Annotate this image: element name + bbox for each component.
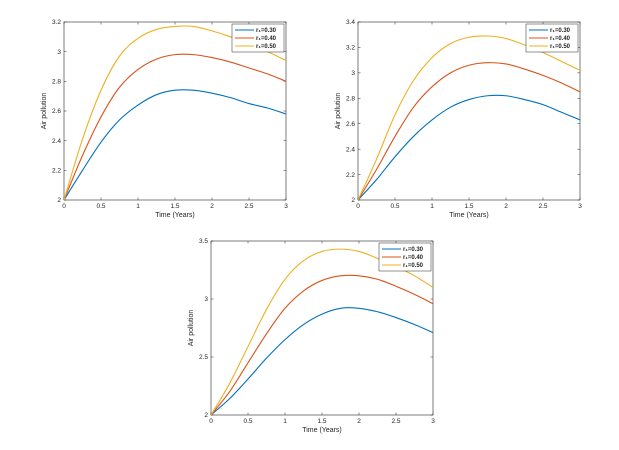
y-tick-label: 3.2 bbox=[52, 19, 61, 26]
x-tick-label: 1.5 bbox=[464, 203, 473, 210]
y-axis-label: Air pollution bbox=[335, 93, 342, 130]
x-tick-label: 0 bbox=[209, 418, 213, 425]
series-line-2 bbox=[358, 62, 580, 200]
x-tick-label: 0.5 bbox=[96, 203, 105, 210]
x-tick-label: 2.5 bbox=[244, 203, 253, 210]
legend-entry-label: r₁=0.40 bbox=[403, 255, 424, 261]
x-axis-label: Time (Years) bbox=[449, 212, 489, 219]
legend-entry-label: r₁=0.50 bbox=[256, 44, 277, 50]
x-tick-label: 2.5 bbox=[538, 203, 547, 210]
y-tick-label: 2.5 bbox=[199, 354, 208, 361]
x-tick-label: 1.5 bbox=[317, 418, 326, 425]
series-group bbox=[358, 35, 580, 200]
legend-box bbox=[525, 23, 579, 53]
x-tick-label: 1 bbox=[136, 203, 140, 210]
x-tick-label: 1.5 bbox=[170, 203, 179, 210]
legend-entry-label: r₁=0.50 bbox=[403, 263, 424, 269]
legend: r₁=0.30 r₁=0.40 r₁=0.50 bbox=[378, 242, 432, 272]
y-tick-label: 3 bbox=[57, 49, 61, 56]
series-line-2 bbox=[211, 274, 433, 415]
x-tick-label: 2 bbox=[210, 203, 214, 210]
legend: r₁=0.30 r₁=0.40 r₁=0.50 bbox=[231, 23, 285, 53]
legend-entry-label: r₁=0.50 bbox=[550, 44, 571, 50]
y-tick-label: 3 bbox=[351, 70, 355, 77]
legend-entry-label: r₁=0.40 bbox=[550, 36, 571, 42]
x-tick-label: 1 bbox=[283, 418, 287, 425]
legend: r₁=0.30 r₁=0.40 r₁=0.50 bbox=[525, 23, 579, 53]
legend-entry-label: r₁=0.40 bbox=[256, 36, 277, 42]
series-line-1 bbox=[358, 94, 580, 200]
series-line-1 bbox=[211, 307, 433, 415]
y-axis-label: Air pollution bbox=[188, 310, 195, 347]
x-tick-label: 0 bbox=[356, 203, 360, 210]
legend-entry-label: r₁=0.30 bbox=[256, 28, 277, 34]
y-tick-label: 2 bbox=[351, 197, 355, 204]
x-tick-label: 3 bbox=[578, 203, 582, 210]
legend-box bbox=[231, 23, 285, 53]
y-tick-label: 2.4 bbox=[346, 146, 355, 153]
x-axis-label: Time (Years) bbox=[302, 427, 342, 434]
legend-entry-label: r₁=0.30 bbox=[403, 247, 424, 253]
x-tick-label: 3 bbox=[431, 418, 435, 425]
x-tick-label: 2 bbox=[504, 203, 508, 210]
x-tick-label: 2 bbox=[357, 418, 361, 425]
x-tick-label: 0.5 bbox=[243, 418, 252, 425]
series-line-2 bbox=[64, 53, 286, 200]
series-line-3 bbox=[358, 35, 580, 200]
chart-panel-2: 0 0.5 1 1.5 2 2.5 3 2 2.2 2.4 2.6 2.8 3 3.2 3.4 Time (Y… bbox=[335, 19, 582, 219]
y-tick-label: 3 bbox=[204, 296, 208, 303]
y-tick-label: 2.6 bbox=[346, 121, 355, 128]
y-tick-label: 2 bbox=[57, 197, 61, 204]
x-tick-label: 3 bbox=[284, 203, 288, 210]
y-tick-label: 2 bbox=[204, 412, 208, 419]
chart-panel-3: 0 0.5 1 1.5 2 2.5 3 2 2.5 3 3.5 Time (Years) Air pol… bbox=[188, 238, 435, 434]
y-tick-label: 2.8 bbox=[346, 95, 355, 102]
x-tick-label: 0.5 bbox=[390, 203, 399, 210]
y-tick-label: 2.2 bbox=[52, 168, 61, 175]
series-line-1 bbox=[64, 89, 286, 200]
x-tick-label: 1 bbox=[430, 203, 434, 210]
x-tick-label: 0 bbox=[62, 203, 66, 210]
legend-entry-label: r₁=0.30 bbox=[550, 28, 571, 34]
chart-panel-1: 0 0.5 1 1.5 2 2.5 3 2 2.2 2.4 2.6 2.8 3 3.2 Time (Year… bbox=[41, 19, 288, 219]
y-tick-label: 2.4 bbox=[52, 138, 61, 145]
x-tick-label: 2.5 bbox=[391, 418, 400, 425]
y-tick-label: 2.6 bbox=[52, 108, 61, 115]
y-tick-label: 2.8 bbox=[52, 79, 61, 86]
x-axis-label: Time (Years) bbox=[155, 212, 195, 219]
y-tick-label: 3.4 bbox=[346, 19, 355, 26]
y-tick-label: 3.5 bbox=[199, 238, 208, 245]
y-tick-label: 2.2 bbox=[346, 172, 355, 179]
y-axis-label: Air pollution bbox=[41, 93, 48, 130]
y-tick-label: 3.2 bbox=[346, 45, 355, 52]
